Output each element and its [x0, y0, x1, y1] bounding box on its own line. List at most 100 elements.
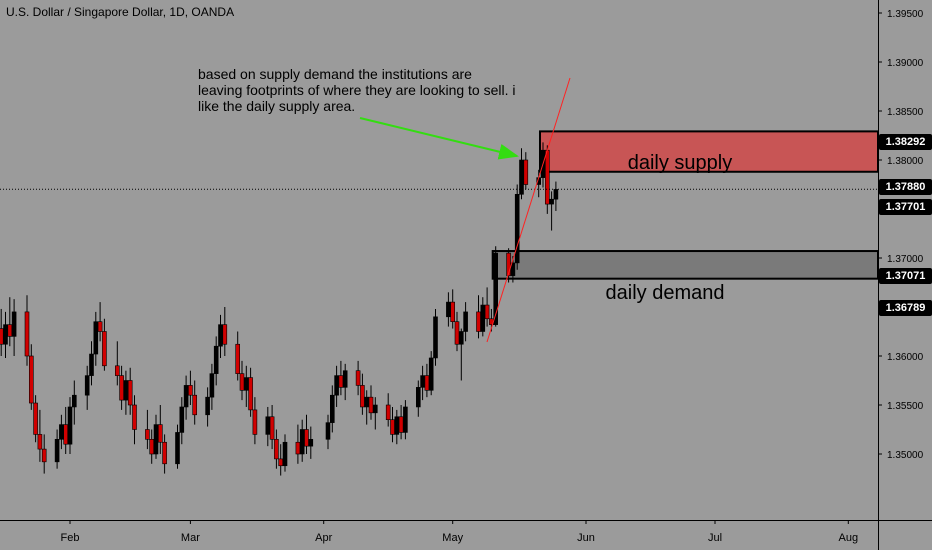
candle-body [274, 438, 279, 460]
candle-2018-01-25 [37, 409, 43, 462]
candle-body [299, 429, 305, 455]
candle-2018-04-03 [329, 385, 335, 433]
candle-2018-02-28 [183, 375, 189, 420]
candle-body [308, 438, 314, 447]
candle-body [450, 301, 456, 323]
candle-2018-04-27 [433, 308, 438, 366]
candle-body [24, 311, 30, 357]
candle-2018-05-01 [450, 289, 456, 329]
candle-body [549, 198, 554, 205]
candle-body [28, 355, 34, 404]
candle-body [244, 377, 249, 391]
candle-2018-01-26 [41, 434, 47, 474]
candle-body [372, 404, 378, 414]
candle-body [476, 311, 481, 332]
candle-2018-04-05 [338, 360, 344, 396]
candle-2018-04-09 [355, 360, 361, 396]
candle-2018-02-09 [102, 318, 107, 371]
price-tick-label: 1.37000 [887, 254, 924, 265]
candle-2018-02-01 [67, 397, 73, 454]
candle-2018-01-24 [33, 395, 38, 443]
candle-body [510, 262, 516, 276]
candle-body [334, 375, 339, 396]
candle-2018-02-12 [115, 341, 120, 386]
candle-2018-03-05 [205, 387, 210, 427]
candle-2018-02-26 [175, 424, 180, 469]
candle-body [84, 375, 90, 396]
candle-body [368, 396, 374, 414]
time-tick-label: Mar [181, 532, 200, 544]
supply-zone[interactable] [539, 130, 879, 173]
candle-body [33, 402, 38, 435]
annotation-text[interactable]: based on supply demand the institutions … [198, 66, 516, 114]
candle-2018-03-19 [265, 406, 271, 447]
candle-body [0, 328, 4, 345]
candle-2018-01-22 [24, 295, 30, 366]
candle-2018-02-15 [127, 367, 133, 415]
candle-body [102, 331, 107, 367]
demand-zone[interactable] [491, 250, 879, 280]
candle-body [132, 404, 137, 430]
candle-body [89, 353, 94, 376]
candle-body [269, 416, 275, 440]
candle-2018-01-17 [3, 311, 8, 358]
candle-2018-03-06 [209, 363, 215, 410]
candle-2018-04-10 [360, 373, 365, 415]
candle-2018-04-13 [372, 397, 378, 430]
candle-body [514, 194, 520, 264]
candle-body [183, 385, 189, 408]
candle-body [11, 311, 17, 337]
candle-body [493, 252, 499, 325]
candle-body [248, 377, 253, 411]
candle-body [295, 441, 301, 455]
candle-2018-01-31 [63, 406, 69, 454]
candle-2018-02-02 [72, 380, 77, 425]
candle-body [213, 345, 219, 374]
candle-2018-03-01 [188, 370, 193, 405]
candle-body [342, 370, 348, 388]
candle-body [415, 387, 421, 408]
candle-body [93, 321, 99, 355]
candle-body [420, 375, 425, 388]
candle-body [480, 304, 486, 332]
candle-2018-05-04 [463, 302, 468, 342]
candle-body [218, 324, 223, 347]
annotation-arrow[interactable] [359, 117, 519, 160]
trendline[interactable] [486, 77, 571, 343]
zones-layer [491, 130, 879, 280]
candle-body [338, 375, 344, 388]
candle-2018-04-18 [394, 409, 400, 445]
candle-2018-05-18 [523, 152, 529, 190]
candle-body [162, 441, 167, 465]
time-tick-label: Jul [708, 532, 722, 544]
candle-2018-05-16 [514, 184, 520, 270]
candles-layer [0, 142, 559, 476]
candle-body [37, 434, 43, 450]
candle-body [119, 375, 124, 401]
candle-body [424, 375, 430, 391]
candle-body [463, 311, 468, 332]
candle-body [329, 394, 335, 423]
candle-body [97, 321, 103, 332]
price-tick-label: 1.38500 [887, 107, 924, 118]
candle-2018-02-19 [145, 409, 150, 450]
candle-body [123, 380, 129, 401]
price-tick-label: 1.39000 [887, 58, 924, 69]
candle-2018-01-23 [28, 344, 34, 410]
candle-2018-03-14 [244, 365, 249, 407]
price-tag-demand-bottom: 1.36789 [879, 300, 932, 316]
candle-2018-03-29 [308, 426, 314, 459]
candle-2018-04-02 [325, 414, 331, 450]
candle-body [355, 370, 361, 386]
candle-body [205, 396, 210, 416]
candle-body [192, 394, 197, 416]
candle-body [446, 301, 451, 318]
price-tag-demand-top: 1.37071 [879, 268, 932, 284]
supply-zone-label: daily supply [627, 152, 733, 174]
candle-2018-04-26 [428, 351, 434, 396]
candle-body [364, 396, 370, 408]
candle-body [304, 429, 309, 447]
candle-2018-05-03 [458, 328, 464, 381]
time-tick-label: Aug [839, 532, 859, 544]
